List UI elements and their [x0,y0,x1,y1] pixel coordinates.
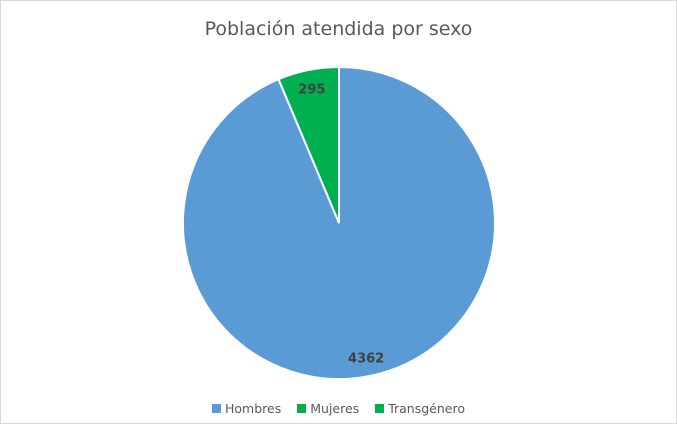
legend-swatch [297,404,307,413]
chart-title: Población atendida por sexo [204,18,473,40]
chart-legend: Hombres Mujeres Transgénero [1,401,676,416]
data-label-hombres: 4362 [348,352,384,367]
data-label-mujeres: 295 [298,82,325,97]
legend-label: Transgénero [388,401,465,416]
legend-label: Hombres [225,401,282,416]
legend-item-mujeres: Mujeres [297,401,359,416]
legend-swatch [212,404,221,413]
legend-item-transgenero: Transgénero [375,401,465,416]
legend-item-hombres: Hombres [212,401,281,416]
legend-label: Mujeres [310,401,360,416]
legend-swatch [375,404,385,413]
pie-slice-mujeres [277,65,340,224]
